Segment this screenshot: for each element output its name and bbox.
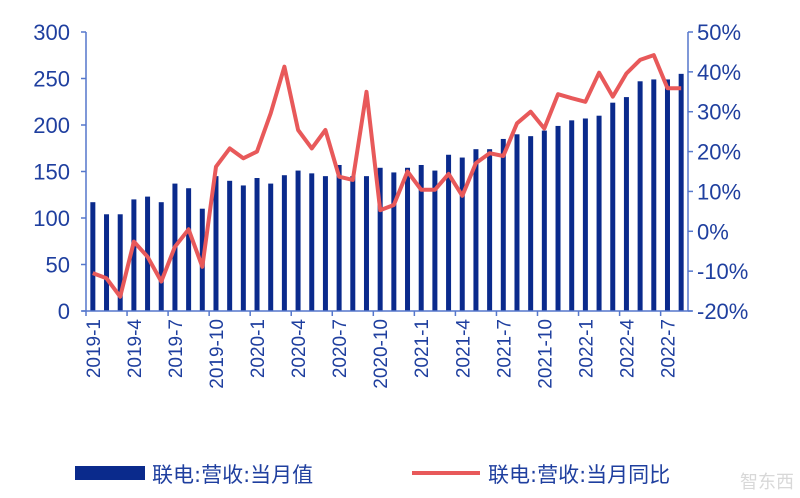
bar-2020-9 <box>363 176 369 311</box>
left-tick-label: 250 <box>33 67 70 92</box>
bar-2021-10 <box>541 130 547 311</box>
bar-2021-11 <box>555 125 561 312</box>
bar-2021-12 <box>569 120 575 311</box>
x-tick-label: 2019-4 <box>125 319 146 379</box>
bar-2019-4 <box>131 199 137 311</box>
bar-2020-7 <box>336 164 342 311</box>
watermark-logo: 智东西 <box>740 472 794 493</box>
bar-2021-2 <box>432 170 438 311</box>
bar-2021-6 <box>487 149 493 311</box>
bar-2020-6 <box>322 176 328 311</box>
x-tick-label: 2022-1 <box>576 319 597 378</box>
right-tick-label: 40% <box>697 60 741 85</box>
left-tick-label: 0 <box>58 299 70 324</box>
x-tick-label: 2022-7 <box>658 319 679 378</box>
bar-2022-1 <box>582 118 588 312</box>
x-tick-label: 2020-10 <box>371 319 392 389</box>
bar-2022-2 <box>596 115 602 311</box>
bar-2022-6 <box>651 79 657 312</box>
bar-2020-10 <box>377 167 383 311</box>
x-tick-label: 2019-10 <box>207 319 228 389</box>
axes: 0 50 100 150 200 250 300 -20% -10% 0% 10% 20% 30% 40%… <box>33 20 748 389</box>
bar-2021-5 <box>473 149 479 311</box>
x-tick-label: 2020-1 <box>248 319 269 378</box>
bar-2020-4 <box>295 170 301 311</box>
x-tick-label: 2021-1 <box>412 319 433 378</box>
x-tick-label: 2021-7 <box>494 319 515 378</box>
bar-2021-1 <box>418 164 424 311</box>
x-tick-label: 2021-4 <box>453 319 474 379</box>
bar-2019-3 <box>117 214 123 311</box>
bar-2021-4 <box>459 157 465 311</box>
x-tick-label: 2020-7 <box>330 319 351 378</box>
bar-2020-11 <box>391 172 397 311</box>
bar-2021-8 <box>514 134 520 311</box>
bar-2019-8 <box>186 188 192 311</box>
bar-2020-1 <box>254 178 260 311</box>
right-tick-label: 30% <box>697 100 741 125</box>
bar-2022-7 <box>664 79 670 312</box>
line-yoy <box>92 53 682 299</box>
left-tick-label: 300 <box>33 20 70 45</box>
bar-2022-8 <box>678 73 684 311</box>
bar-2020-5 <box>309 173 315 311</box>
left-tick-label: 200 <box>33 113 70 138</box>
right-tick-label: 10% <box>697 179 741 204</box>
legend: 联电:营收:当月值 联电:营收:当月同比 <box>75 463 670 487</box>
bar-2019-2 <box>104 214 110 311</box>
right-tick-label: -10% <box>697 259 748 284</box>
x-tick-label: 2020-4 <box>289 319 310 379</box>
right-tick-label: 20% <box>697 140 741 165</box>
legend-swatch-bar <box>75 466 145 480</box>
bar-2020-2 <box>268 183 274 311</box>
bar-2022-4 <box>623 97 629 311</box>
bar-2020-3 <box>281 175 287 311</box>
bar-2019-10 <box>213 176 219 311</box>
right-tick-label: -20% <box>697 299 748 324</box>
x-tick-label: 2021-10 <box>535 319 556 389</box>
right-tick-label: 50% <box>697 20 741 45</box>
bar-2021-7 <box>500 138 506 311</box>
bar-2019-11 <box>227 180 233 311</box>
left-tick-label: 150 <box>33 160 70 185</box>
bar-2020-12 <box>405 167 411 311</box>
x-tick-label: 2019-1 <box>84 319 105 378</box>
bar-2022-3 <box>610 102 616 312</box>
right-tick-label: 0% <box>697 219 729 244</box>
legend-label-bar: 联电:营收:当月值 <box>152 463 313 487</box>
bars-series <box>90 73 684 312</box>
line-series <box>92 53 682 299</box>
bar-2021-3 <box>446 154 452 311</box>
left-tick-label: 50 <box>46 253 70 278</box>
bar-2019-12 <box>240 185 246 311</box>
x-tick-label: 2019-7 <box>166 319 187 378</box>
bar-2022-5 <box>637 81 643 311</box>
bar-2019-6 <box>158 202 164 311</box>
bar-2019-1 <box>90 202 96 311</box>
bar-2020-8 <box>350 176 356 311</box>
left-tick-label: 100 <box>33 206 70 231</box>
legend-label-line: 联电:营收:当月同比 <box>488 463 670 487</box>
bar-2021-9 <box>528 136 534 311</box>
x-tick-label: 2022-4 <box>617 319 638 379</box>
